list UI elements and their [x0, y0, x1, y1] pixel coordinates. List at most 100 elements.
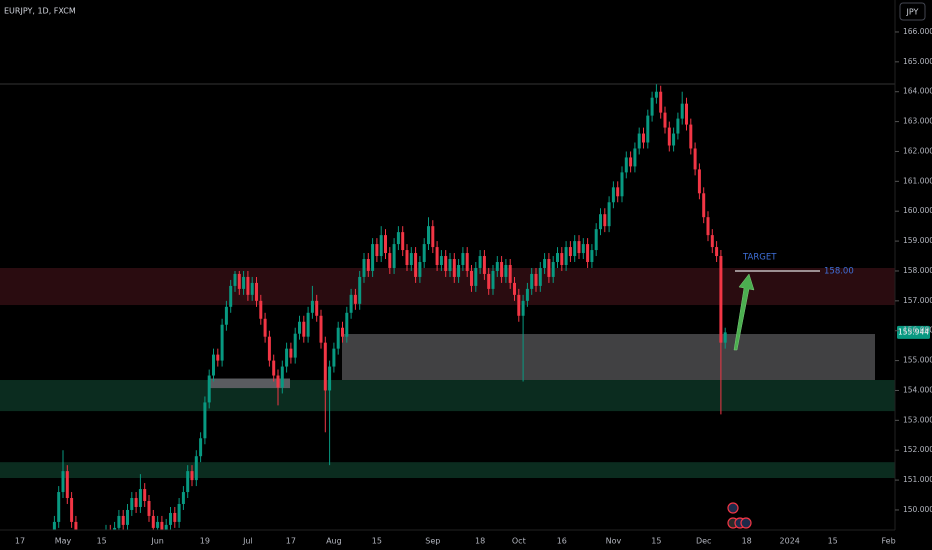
event-icon[interactable]: [727, 502, 739, 514]
candle-body: [439, 256, 443, 265]
candle-body: [349, 294, 353, 313]
candle-body: [199, 438, 203, 457]
candle-body: [611, 187, 615, 203]
candle-body: [298, 321, 301, 334]
candle-body: [599, 214, 602, 230]
y-tick-label: 151.000: [903, 475, 932, 484]
zone: [210, 378, 290, 389]
candle-body: [156, 521, 160, 528]
candle-body: [414, 253, 418, 277]
candle-body: [547, 259, 551, 277]
candle-body: [74, 521, 78, 530]
y-tick-label: 165.000: [903, 57, 932, 66]
x-tick-label: 15: [372, 537, 382, 546]
candle-body: [52, 521, 56, 530]
candle-body: [500, 262, 504, 277]
target-value: 158.00: [824, 266, 854, 276]
candle-body: [302, 321, 306, 337]
y-tick-label: 157.000: [903, 296, 932, 305]
candle-body: [181, 492, 185, 504]
candle-body: [130, 498, 134, 510]
x-tick-label: 15: [828, 537, 838, 546]
candle-body: [676, 118, 680, 134]
candle-body: [710, 235, 714, 248]
y-tick-label: 163.000: [903, 117, 932, 126]
candle-body: [194, 456, 198, 481]
candle-body: [551, 262, 555, 277]
candle-body: [633, 148, 637, 167]
candle-body: [160, 521, 164, 530]
x-tick-label: 15: [651, 537, 661, 546]
candles: [52, 84, 727, 530]
candle-body: [276, 375, 280, 388]
candle-body: [328, 366, 332, 391]
zone: [0, 267, 895, 306]
candle-body: [487, 273, 491, 289]
y-tick-label: 160.000: [903, 206, 932, 215]
candle-body: [444, 256, 448, 271]
candle-body: [65, 471, 69, 499]
x-tick-label: Jun: [150, 537, 164, 546]
candle-body: [57, 492, 61, 522]
candle-body: [61, 471, 65, 493]
candle-body: [143, 489, 147, 502]
candle-body: [375, 244, 379, 257]
candle-body: [224, 306, 228, 325]
candle-body: [607, 202, 611, 227]
y-tick-label: 158.000: [903, 266, 932, 275]
candle-body: [358, 276, 362, 304]
candle-body: [392, 244, 396, 268]
candle-body: [568, 247, 572, 257]
chart-title: EURJPY, 1D, FXCM: [4, 7, 76, 16]
candle-body: [113, 527, 117, 530]
candle-body: [151, 515, 155, 528]
y-tick-label: 155.000: [903, 356, 932, 365]
candle-body: [401, 232, 405, 251]
candle-body: [134, 498, 138, 507]
currency[interactable]: JPY: [906, 8, 919, 17]
candle-body: [336, 327, 340, 349]
candle-body: [379, 235, 383, 257]
candle-body: [629, 157, 633, 167]
candle-body: [164, 524, 168, 530]
event-icon[interactable]: [740, 517, 752, 529]
candle-body: [388, 253, 392, 268]
candle-body: [70, 498, 74, 522]
candle-body: [560, 253, 564, 265]
y-tick-label: 154.000: [903, 385, 932, 394]
y-tick-label: 164.000: [903, 87, 932, 96]
candle-body: [564, 247, 568, 265]
candle-body: [693, 148, 697, 170]
candle-body: [603, 214, 607, 227]
candle-body: [517, 294, 521, 316]
candle-body: [577, 241, 581, 254]
candle-body: [177, 503, 181, 522]
candle-body: [121, 515, 125, 525]
candle-body: [289, 348, 293, 358]
candle-body: [457, 264, 461, 277]
last-price-box: [897, 325, 930, 339]
candle-body: [435, 247, 439, 265]
currency-box[interactable]: [899, 2, 926, 21]
candle-body: [229, 285, 233, 307]
candle-body: [642, 133, 645, 143]
zone: [0, 462, 895, 479]
candle-body: [581, 244, 585, 254]
candle-body: [697, 169, 701, 194]
candle-body: [637, 133, 641, 149]
candle-body: [620, 172, 624, 197]
candle-body: [452, 259, 456, 277]
candle-body: [461, 253, 465, 265]
x-tick-label: 18: [742, 537, 752, 546]
candle-body: [362, 259, 366, 277]
candle-body: [315, 300, 319, 316]
candle-body: [418, 262, 422, 277]
x-tick-label: 17: [286, 537, 296, 546]
candle-body: [173, 512, 177, 522]
x-tick-label: 18: [475, 537, 485, 546]
candle-body: [396, 232, 400, 245]
zone: [342, 334, 875, 381]
candle-body: [624, 157, 628, 173]
candle-body: [405, 250, 409, 265]
candle-body: [263, 318, 267, 337]
